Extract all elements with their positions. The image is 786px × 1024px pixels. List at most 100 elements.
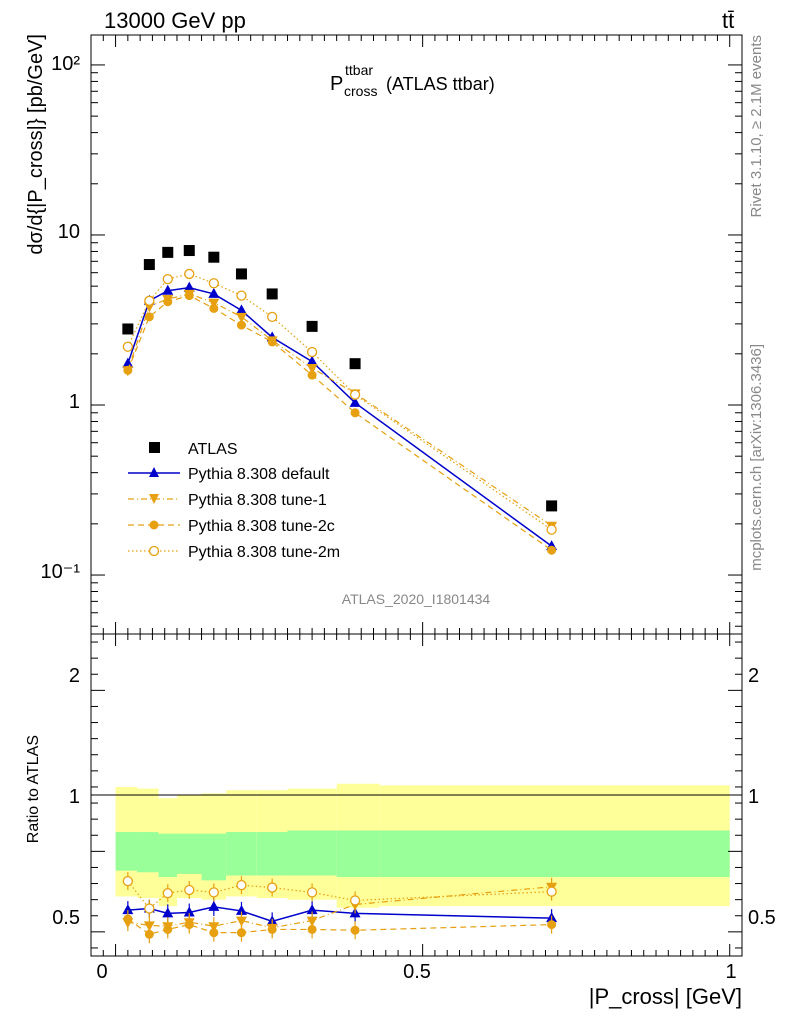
- marker-circle: [144, 929, 154, 939]
- ratio-y-tick-label: 0.5: [52, 907, 80, 929]
- marker-circle: [184, 291, 194, 301]
- marker-open-circle: [184, 884, 195, 896]
- rivet-version-label: Rivet 3.1.10, ≥ 2.1M events: [748, 35, 765, 218]
- marker-triangle-down: [235, 312, 247, 323]
- plot-title-suffix: (ATLAS ttbar): [386, 74, 495, 94]
- marker-open-circle: [162, 273, 173, 285]
- marker-triangle-up: [183, 281, 195, 292]
- marker-triangle-down: [235, 916, 247, 927]
- legend-label: ATLAS: [188, 441, 238, 458]
- data-point: [235, 268, 247, 280]
- marker-open-circle: [144, 295, 155, 306]
- marker-circle: [123, 914, 133, 924]
- marker-open-circle: [546, 886, 557, 897]
- energy-label: 13000 GeV pp: [104, 8, 246, 33]
- band-inner-bin: [176, 833, 202, 874]
- marker-circle: [209, 303, 219, 313]
- plot-title: P ttbar cross (ATLAS ttbar): [330, 62, 495, 99]
- data-point: [183, 245, 195, 257]
- marker-circle: [307, 924, 317, 934]
- band-inner-bin: [256, 832, 288, 876]
- legend: ATLAS Pythia 8.308 default Pythia 8.308 …: [128, 441, 340, 561]
- x-tick-label: 0: [96, 961, 107, 983]
- marker-open-circle: [349, 895, 361, 906]
- series-line: [127, 286, 553, 547]
- marker-open-circle: [208, 278, 219, 289]
- legend-marker-open-circle: [148, 545, 160, 557]
- data-point: [143, 259, 155, 271]
- marker-open-circle: [306, 887, 318, 898]
- band-inner-bin: [287, 830, 337, 876]
- legend-entry-tune1: Pythia 8.308 tune-1: [128, 492, 327, 509]
- marker-circle: [307, 370, 317, 380]
- marker-open-circle: [208, 887, 219, 898]
- data-point: [122, 323, 134, 335]
- marker-circle: [236, 320, 246, 330]
- marker-triangle-up: [162, 284, 174, 295]
- marker-circle: [144, 312, 154, 322]
- series-line: [127, 906, 552, 923]
- x-axis-title: |P_cross| [GeV]: [589, 984, 742, 1009]
- band-inner-bin: [137, 832, 159, 873]
- band-inner-bin: [158, 833, 177, 878]
- marker-open-circle: [236, 290, 247, 301]
- y-axis-title-ratio: Ratio to ATLAS: [25, 735, 42, 843]
- data-point: [162, 246, 174, 258]
- legend-marker-circle: [149, 520, 159, 530]
- marker-open-circle: [306, 346, 318, 358]
- data-point: [349, 358, 361, 370]
- ratio-y-tick-label-right: 0.5: [748, 907, 776, 929]
- marker-circle: [350, 925, 360, 935]
- ratio-y-tick-label: 1: [69, 786, 80, 808]
- ratio-series-group: [122, 872, 558, 944]
- x-tick-label: 0.5: [403, 961, 431, 983]
- marker-open-circle: [236, 880, 247, 891]
- marker-circle: [123, 365, 133, 375]
- series-line: [127, 886, 552, 929]
- y-axis-title-main: dσ/d{|P_cross|} [pb/GeV]: [25, 34, 47, 255]
- marker-open-circle: [162, 888, 173, 899]
- band-inner-bin: [379, 830, 730, 878]
- marker-open-circle: [144, 903, 155, 914]
- band-inner-bin: [226, 832, 257, 876]
- ratio-y-tick-label-right: 2: [748, 665, 759, 687]
- legend-marker-triangle-up: [149, 467, 159, 477]
- ratio-y-tick-label-right: 1: [748, 786, 759, 808]
- plot-title-sub: cross: [344, 83, 377, 99]
- marker-open-circle: [349, 389, 361, 400]
- legend-marker-triangle-down: [149, 494, 159, 504]
- marker-circle: [236, 928, 246, 938]
- data-point: [546, 500, 558, 512]
- main-y-tick-label: 10²: [51, 53, 80, 75]
- series-line: [127, 294, 552, 551]
- legend-label: Pythia 8.308 tune-2c: [188, 518, 335, 535]
- marker-open-circle: [122, 875, 133, 887]
- marker-circle: [209, 928, 219, 938]
- data-point: [208, 251, 220, 263]
- marker-triangle-up: [208, 900, 220, 911]
- legend-label: Pythia 8.308 tune-2m: [188, 544, 340, 561]
- legend-label: Pythia 8.308 tune-1: [188, 492, 327, 509]
- axis-ticks: [91, 35, 742, 956]
- marker-triangle-up: [306, 355, 318, 366]
- marker-triangle-up: [306, 904, 318, 915]
- main-y-tick-label: 10⁻¹: [41, 561, 81, 583]
- main-y-tick-label: 10: [58, 221, 80, 243]
- marker-triangle-up: [235, 904, 247, 915]
- marker-triangle-up: [349, 396, 361, 407]
- plot-title-main: P: [330, 73, 343, 95]
- legend-label: Pythia 8.308 default: [188, 466, 330, 483]
- ratio-uncertainty-bands: [115, 783, 730, 908]
- band-inner-bin: [201, 833, 227, 881]
- marker-open-circle: [267, 311, 278, 322]
- marker-open-circle: [184, 268, 195, 280]
- marker-triangle-down: [208, 298, 220, 309]
- process-label: tt̄: [722, 8, 734, 33]
- main-y-tick-label: 1: [69, 391, 80, 413]
- data-point: [266, 288, 278, 300]
- marker-triangle-up: [122, 357, 134, 368]
- marker-triangle-up: [162, 907, 174, 918]
- marker-triangle-up: [122, 904, 134, 915]
- marker-triangle-up: [235, 304, 247, 315]
- legend-marker-square: [149, 442, 160, 453]
